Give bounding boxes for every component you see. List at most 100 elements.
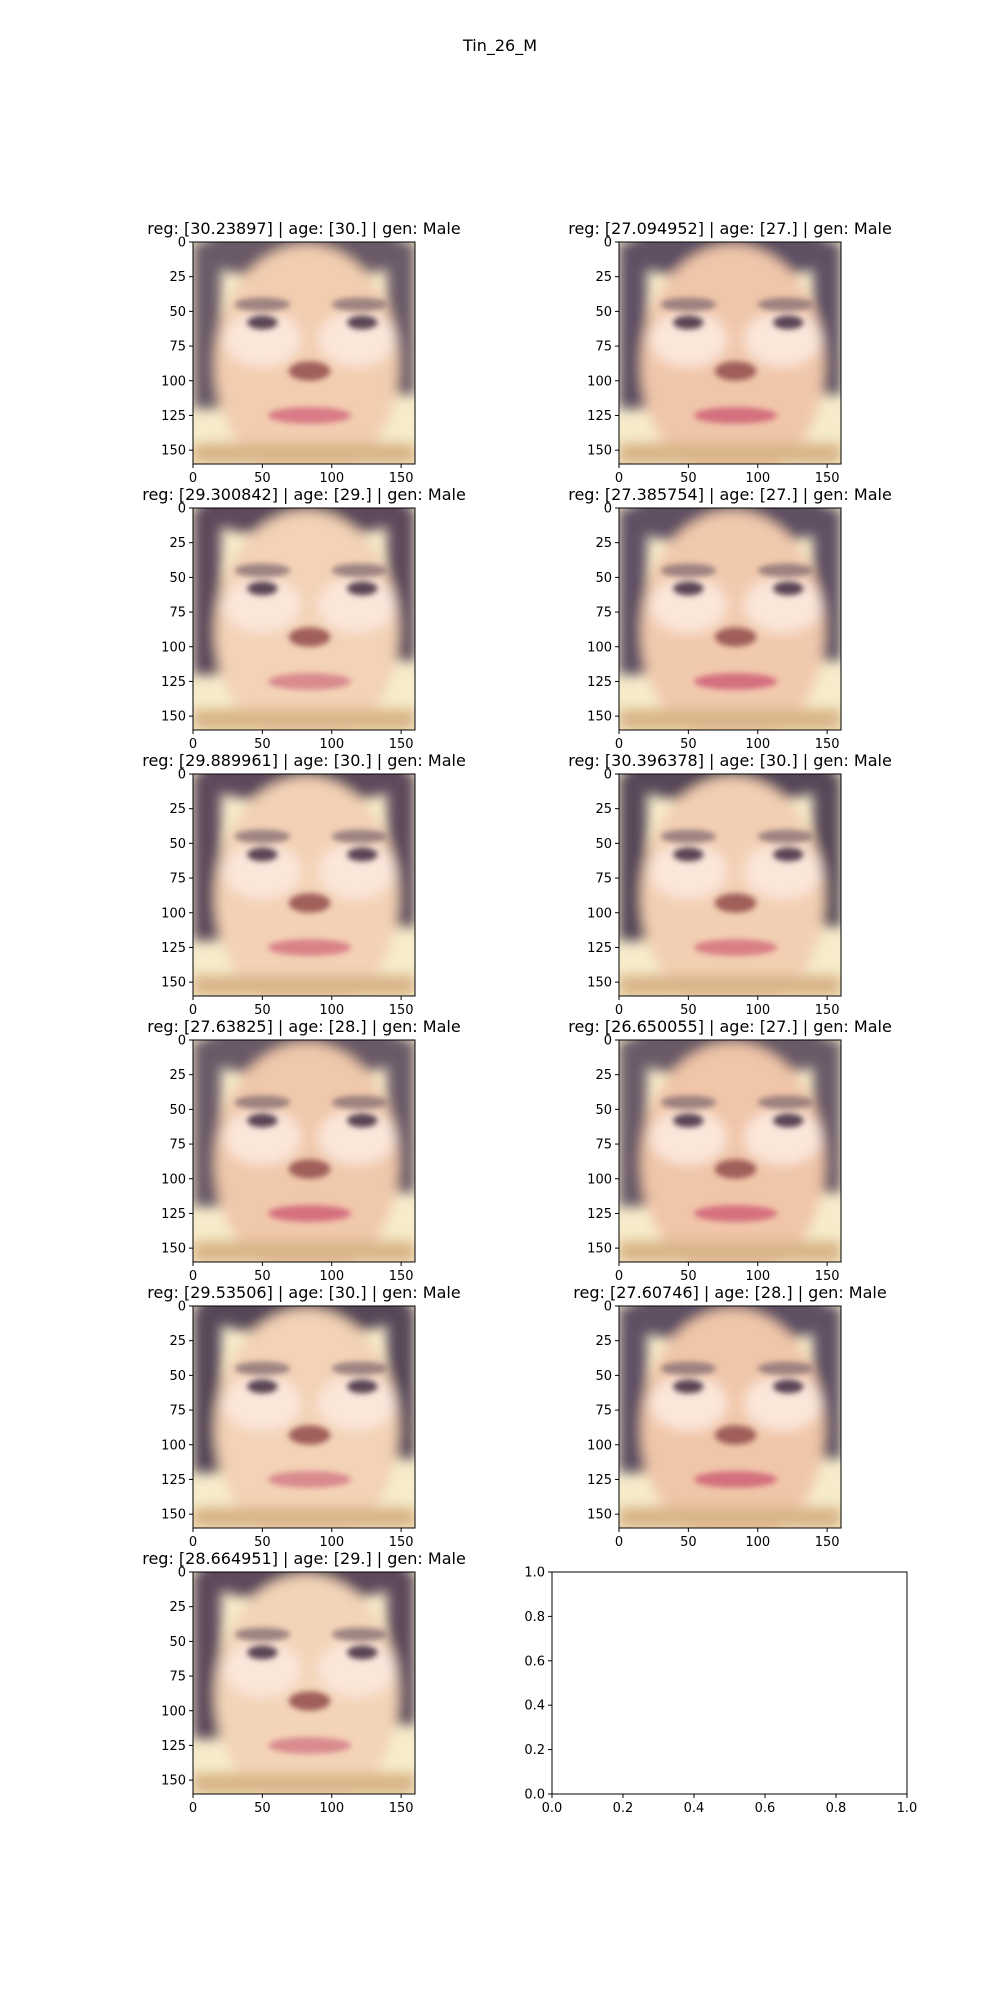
x-tick-label: 150 xyxy=(389,471,414,486)
y-tick-label: 125 xyxy=(587,1207,612,1222)
y-tick-label: 75 xyxy=(169,872,186,887)
y-tick-label: 0.4 xyxy=(524,1699,545,1714)
x-tick-label: 150 xyxy=(815,1269,840,1284)
right-eye xyxy=(347,1113,378,1128)
subplot: reg: [29.53506] | age: [30.] | gen: Male… xyxy=(147,1283,460,1550)
lips xyxy=(267,1205,352,1222)
y-tick-label: 50 xyxy=(169,1369,186,1384)
x-tick-label: 150 xyxy=(389,1003,414,1018)
right-eyebrow xyxy=(757,297,814,312)
axes-frame xyxy=(618,773,842,997)
y-tick-label: 125 xyxy=(161,675,186,690)
left-lens xyxy=(649,311,728,367)
left-eyebrow xyxy=(234,1095,291,1110)
y-tick-label: 50 xyxy=(595,571,612,586)
y-tick-label: 50 xyxy=(169,1635,186,1650)
subplot-title: reg: [29.53506] | age: [30.] | gen: Male xyxy=(147,1283,460,1302)
left-eyebrow xyxy=(234,1627,291,1642)
left-eye xyxy=(247,1645,278,1660)
left-eyebrow xyxy=(234,1361,291,1376)
right-eye xyxy=(347,315,378,330)
axes-frame xyxy=(192,773,416,997)
y-tick-label: 125 xyxy=(161,1207,186,1222)
y-tick-label: 50 xyxy=(595,1103,612,1118)
subplot: reg: [27.63825] | age: [28.] | gen: Male… xyxy=(147,1017,460,1284)
face-image xyxy=(193,1306,415,1528)
y-tick-label: 50 xyxy=(595,837,612,852)
x-tick-label: 0.4 xyxy=(684,1801,705,1816)
y-tick-label: 75 xyxy=(595,1138,612,1153)
y-tick-label: 0 xyxy=(604,768,612,783)
right-eye xyxy=(773,847,804,862)
right-eyebrow xyxy=(331,829,388,844)
x-tick-label: 50 xyxy=(254,471,271,486)
y-tick-label: 50 xyxy=(169,837,186,852)
y-tick-label: 50 xyxy=(595,305,612,320)
y-tick-label: 100 xyxy=(161,640,186,655)
nose xyxy=(288,627,331,647)
left-eye xyxy=(247,1379,278,1394)
x-tick-label: 100 xyxy=(745,1535,770,1550)
y-tick-label: 125 xyxy=(161,1473,186,1488)
y-tick-label: 150 xyxy=(587,444,612,459)
y-tick-label: 100 xyxy=(161,1172,186,1187)
axes-frame xyxy=(618,1039,842,1263)
y-tick-label: 0.0 xyxy=(524,1788,545,1803)
left-eyebrow xyxy=(234,829,291,844)
chin-shadow xyxy=(193,975,415,996)
y-tick-label: 50 xyxy=(595,1369,612,1384)
nose xyxy=(714,627,757,647)
y-tick-label: 100 xyxy=(587,374,612,389)
nose xyxy=(714,1425,757,1445)
left-lens xyxy=(223,1641,302,1697)
subplot: reg: [30.396378] | age: [30.] | gen: Mal… xyxy=(568,751,892,1018)
subplot-title: reg: [27.60746] | age: [28.] | gen: Male xyxy=(573,1283,886,1302)
right-eyebrow xyxy=(331,1627,388,1642)
face-image xyxy=(619,774,841,996)
right-eyebrow xyxy=(331,297,388,312)
y-tick-label: 0.6 xyxy=(524,1654,545,1669)
left-eyebrow xyxy=(660,1095,717,1110)
y-tick-label: 75 xyxy=(169,606,186,621)
x-tick-label: 150 xyxy=(815,737,840,752)
right-eyebrow xyxy=(757,829,814,844)
y-tick-label: 75 xyxy=(595,606,612,621)
lips xyxy=(267,1471,352,1488)
left-eye xyxy=(673,847,704,862)
x-tick-label: 150 xyxy=(815,471,840,486)
subplot: reg: [27.385754] | age: [27.] | gen: Mal… xyxy=(568,485,892,752)
left-lens xyxy=(223,1375,302,1431)
right-eye xyxy=(773,581,804,596)
face-image xyxy=(193,1572,415,1794)
y-tick-label: 0 xyxy=(178,768,186,783)
right-eyebrow xyxy=(757,1361,814,1376)
y-tick-label: 50 xyxy=(169,305,186,320)
chin-shadow xyxy=(193,443,415,464)
nose xyxy=(288,361,331,381)
x-tick-label: 100 xyxy=(745,471,770,486)
right-eyebrow xyxy=(331,563,388,578)
figure-suptitle: Tin_26_M xyxy=(462,36,538,55)
face-image xyxy=(619,242,841,464)
left-eyebrow xyxy=(660,563,717,578)
nose xyxy=(288,1159,331,1179)
axes-frame xyxy=(192,1039,416,1263)
y-tick-label: 100 xyxy=(587,906,612,921)
left-eyebrow xyxy=(234,297,291,312)
x-tick-label: 50 xyxy=(254,1801,271,1816)
y-tick-label: 1.0 xyxy=(524,1566,545,1581)
axes-frame xyxy=(192,241,416,465)
y-tick-label: 0 xyxy=(604,502,612,517)
y-tick-label: 100 xyxy=(587,640,612,655)
x-tick-label: 50 xyxy=(680,737,697,752)
subplot-title: reg: [27.094952] | age: [27.] | gen: Mal… xyxy=(568,219,892,238)
y-tick-label: 75 xyxy=(169,1670,186,1685)
y-tick-label: 75 xyxy=(169,1138,186,1153)
subplot: reg: [30.23897] | age: [30.] | gen: Male… xyxy=(147,219,460,486)
y-tick-label: 0 xyxy=(604,1300,612,1315)
chin-shadow xyxy=(193,1507,415,1528)
lips xyxy=(267,1737,352,1754)
x-tick-label: 1.0 xyxy=(897,1801,918,1816)
right-eyebrow xyxy=(757,563,814,578)
